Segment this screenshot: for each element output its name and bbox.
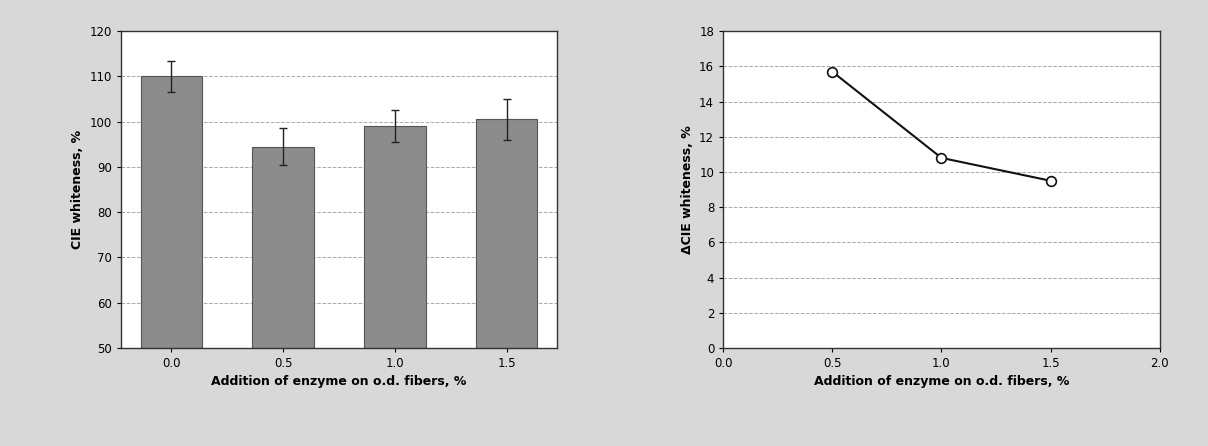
Bar (140, 76, 202, 446)
Bar (252, 147, 314, 446)
X-axis label: Addition of enzyme on o.d. fibers, %: Addition of enzyme on o.d. fibers, % (814, 376, 1069, 388)
Y-axis label: ΔCIE whiteness, %: ΔCIE whiteness, % (680, 125, 693, 254)
Bar (364, 126, 425, 446)
X-axis label: Addition of enzyme on o.d. fibers, %: Addition of enzyme on o.d. fibers, % (211, 376, 466, 388)
Bar (476, 120, 538, 446)
Y-axis label: CIE whiteness, %: CIE whiteness, % (71, 130, 83, 249)
